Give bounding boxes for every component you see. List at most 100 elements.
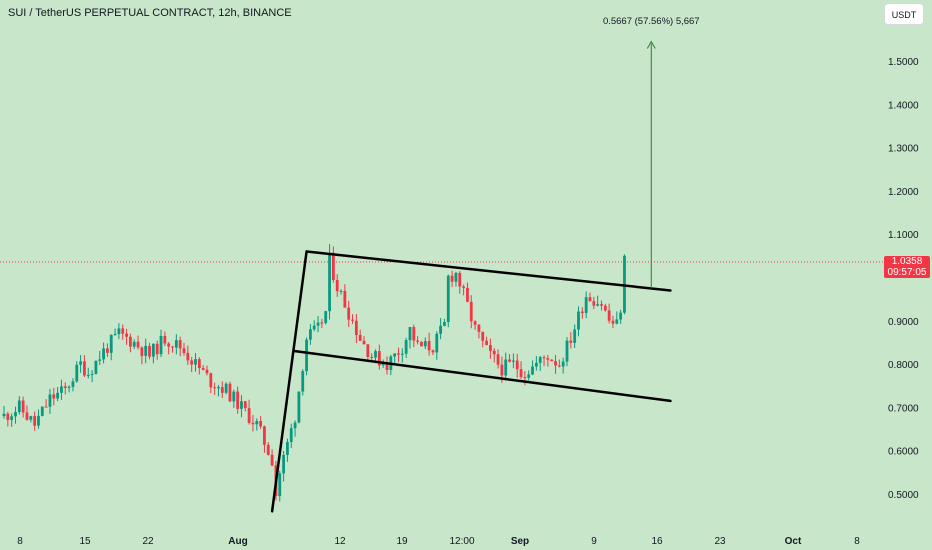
candle-body (412, 327, 416, 341)
candle (289, 423, 293, 448)
candle (450, 270, 454, 288)
candle-body (481, 331, 485, 341)
candle (86, 367, 90, 379)
candle (504, 352, 508, 381)
candle-body (492, 350, 496, 355)
candle-body (596, 304, 600, 306)
candle-body (25, 412, 29, 420)
candle-body (546, 358, 550, 360)
candle (148, 342, 151, 360)
candle (151, 343, 155, 364)
candle-body (132, 341, 136, 347)
candle-body (178, 340, 182, 349)
candle (523, 371, 527, 386)
candle (485, 336, 488, 346)
candle-body (75, 364, 79, 382)
candle (328, 244, 331, 320)
candle (128, 333, 132, 353)
candle (263, 425, 266, 453)
candle (98, 350, 102, 365)
candle (106, 343, 109, 357)
candle (331, 246, 335, 283)
candle (481, 331, 485, 348)
candle (163, 331, 167, 346)
x-tick-label: 9 (591, 536, 597, 547)
candle-body (56, 392, 60, 399)
chart-title: SUI / TetherUS PERPETUAL CONTRACT, 12h, … (8, 7, 292, 19)
candle-body (90, 373, 94, 375)
x-tick-label: Oct (785, 536, 802, 547)
candle (125, 328, 128, 345)
candle-body (86, 374, 90, 376)
candle-body (205, 369, 209, 374)
candle (366, 344, 370, 360)
candle-body (339, 290, 343, 292)
candle-body (600, 304, 603, 306)
candle (201, 365, 205, 371)
candle (542, 355, 546, 367)
candle-body (6, 413, 10, 420)
candle-body (550, 359, 554, 362)
candle-body (557, 365, 561, 367)
candle (228, 381, 232, 403)
candle-body (29, 416, 33, 420)
candle (305, 337, 308, 376)
candle-body (289, 428, 293, 442)
candle (75, 361, 79, 383)
candle-body (500, 364, 504, 376)
candle (312, 320, 316, 332)
candle (220, 381, 224, 398)
x-tick-label: Aug (228, 536, 247, 547)
candle-body (370, 356, 374, 358)
candle (554, 355, 557, 374)
candle-body (174, 340, 178, 348)
candle-body (439, 325, 443, 334)
candle-body (343, 290, 347, 308)
candle-body (588, 297, 592, 302)
candle (190, 357, 194, 373)
candle-body (320, 322, 324, 324)
candle (439, 317, 443, 340)
candle (565, 337, 569, 367)
candle-body (44, 406, 48, 408)
candle (29, 415, 33, 423)
candle-body (293, 422, 297, 429)
candle (132, 339, 136, 350)
candle (178, 336, 182, 357)
candle-body (458, 272, 462, 287)
candle-body (282, 454, 285, 474)
candle-body (335, 279, 339, 292)
candle (385, 356, 389, 375)
candle-body (515, 360, 519, 370)
candles-layer (2, 244, 626, 502)
candle (316, 315, 320, 333)
candle-body (374, 351, 377, 358)
projection-arrow-head (646, 40, 656, 49)
candle (466, 282, 469, 303)
candle-body (527, 374, 531, 378)
candle (377, 344, 381, 370)
currency-button[interactable]: USDT (884, 3, 924, 25)
candle (351, 314, 354, 324)
candle (278, 470, 282, 502)
candle-body (213, 387, 217, 389)
candle (339, 289, 343, 295)
candle-body (106, 348, 109, 353)
y-tick-label: 1.1000 (888, 230, 919, 241)
candle-body (83, 361, 86, 376)
candle (136, 335, 140, 350)
candle (588, 292, 592, 302)
candle (205, 365, 209, 376)
candle (2, 405, 6, 419)
candle-body (182, 348, 186, 353)
candle-body (102, 348, 105, 360)
candle-body (385, 363, 389, 371)
candle (224, 382, 228, 395)
candle-body (565, 340, 569, 362)
candle-body (485, 340, 488, 346)
candle-body (607, 310, 611, 321)
candle-body (48, 394, 52, 407)
candle-body (247, 408, 251, 423)
x-axis: 8 15 22 Aug 12 19 12:00 Sep 9 16 23 Oct 8 (17, 536, 860, 547)
